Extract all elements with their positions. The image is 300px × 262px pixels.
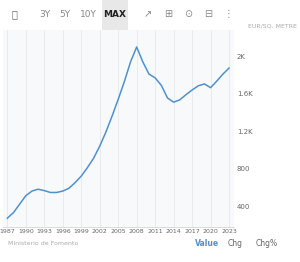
Text: 3Y: 3Y <box>39 10 51 19</box>
Text: ⊟: ⊟ <box>204 9 212 19</box>
FancyBboxPatch shape <box>102 0 128 55</box>
Text: MAX: MAX <box>103 10 127 19</box>
Text: Chg: Chg <box>228 239 243 248</box>
Text: ⊙: ⊙ <box>184 9 192 19</box>
Text: ⋮: ⋮ <box>223 9 233 19</box>
Text: 10Y: 10Y <box>80 10 96 19</box>
Text: 5Y: 5Y <box>59 10 70 19</box>
Text: Chg%: Chg% <box>256 239 278 248</box>
Text: EUR/SQ. METRE: EUR/SQ. METRE <box>248 24 297 29</box>
Text: ↗: ↗ <box>144 9 152 19</box>
Text: Value: Value <box>195 239 219 248</box>
Text: 📅: 📅 <box>11 9 17 19</box>
Text: ⊞: ⊞ <box>164 9 172 19</box>
Text: Ministerio de Fomento: Ministerio de Fomento <box>8 242 78 247</box>
